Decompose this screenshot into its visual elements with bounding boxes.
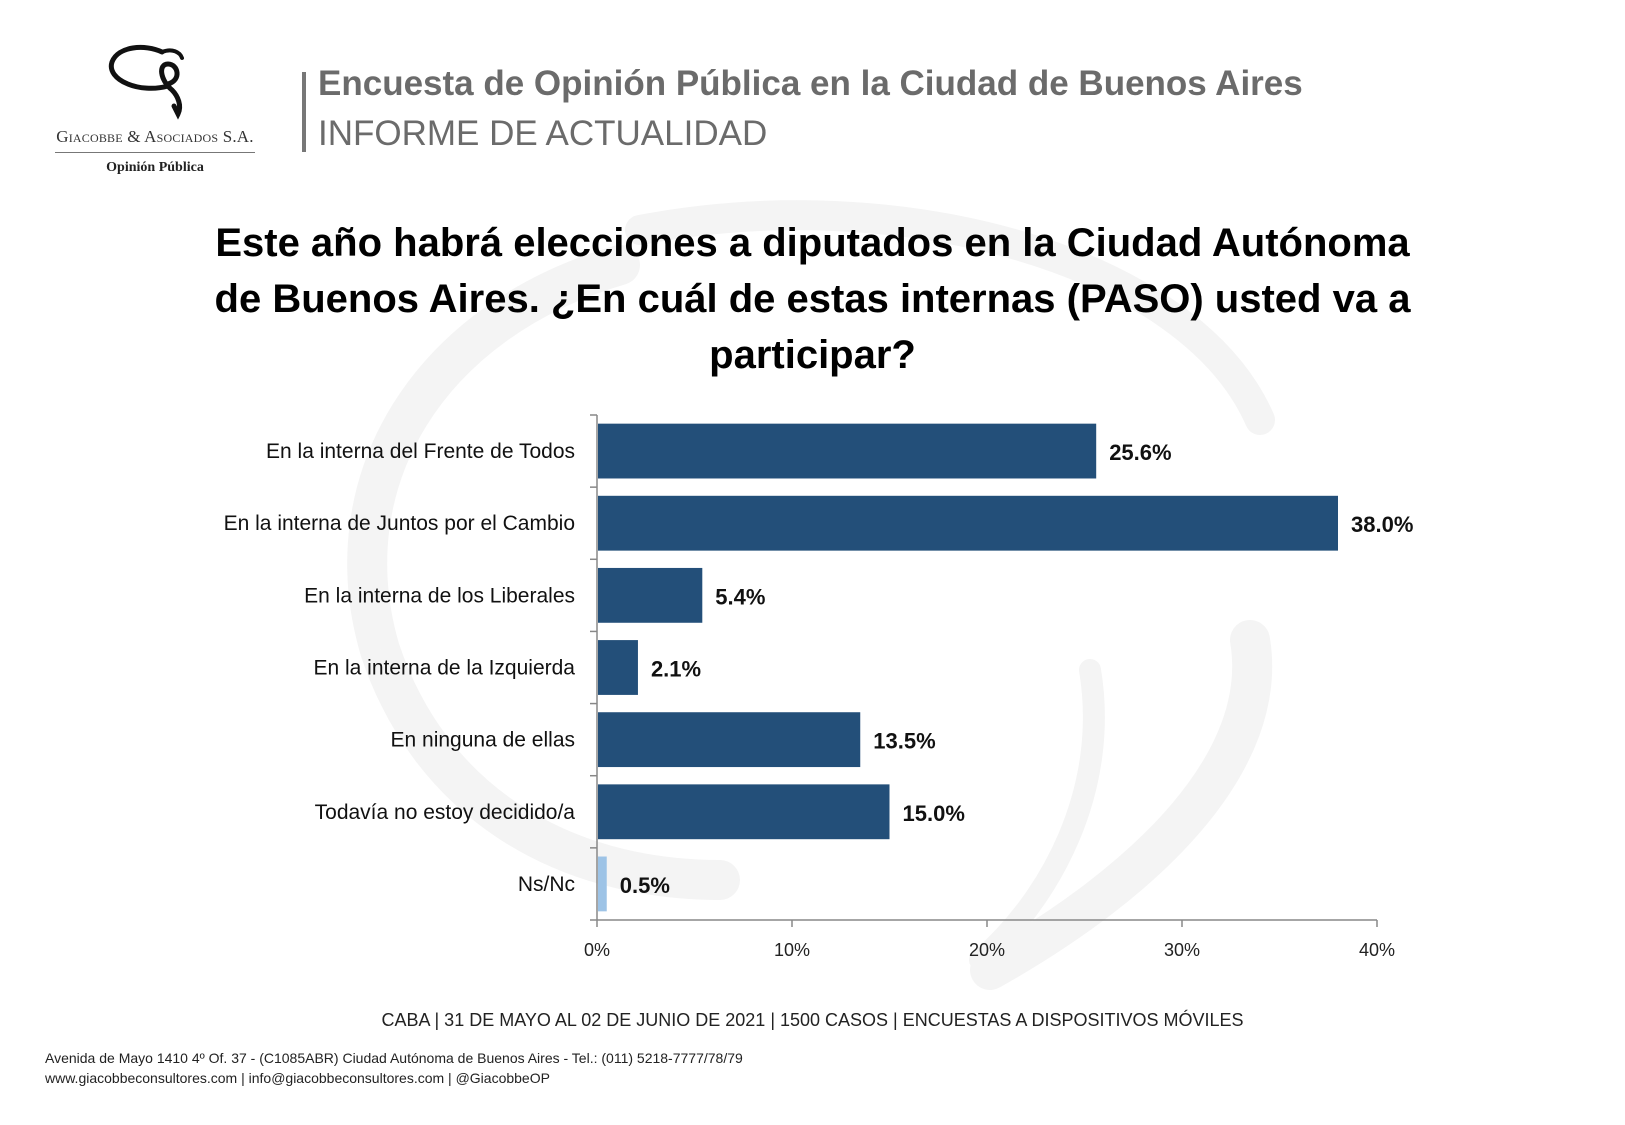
data-label: 25.6%	[1109, 440, 1171, 465]
x-tick-label: 10%	[774, 940, 810, 960]
bar	[598, 495, 1338, 551]
logo-divider	[55, 152, 255, 153]
bar	[598, 640, 638, 695]
logo-mark-icon	[108, 44, 184, 120]
bar-chart: 0% 10% 20% 30% 40% En la interna del Frente d…	[224, 414, 1413, 960]
data-label: 15.0%	[903, 801, 965, 826]
category-label: Todavía no estoy decidido/a	[315, 801, 576, 824]
contact-line: www.giacobbeconsultores.com | info@giaco…	[45, 1070, 550, 1086]
survey-info: CABA | 31 DE MAYO AL 02 DE JUNIO DE 2021…	[381, 1010, 1244, 1030]
company-logo: Giacobbe & Asociados S.A. Opinión Públic…	[50, 40, 260, 180]
x-tick-label: 20%	[969, 940, 1005, 960]
header-divider	[302, 72, 306, 152]
company-tagline: Opinión Pública	[106, 160, 204, 175]
data-label: 0.5%	[620, 873, 670, 898]
category-label: En ninguna de ellas	[391, 729, 575, 752]
bar	[598, 856, 607, 912]
category-label: Ns/Nc	[518, 873, 575, 896]
category-label: En la interna de los Liberales	[304, 584, 575, 607]
x-tick-label: 0%	[584, 940, 610, 960]
bar	[598, 784, 890, 840]
data-label: 5.4%	[715, 584, 765, 609]
data-label: 38.0%	[1351, 512, 1413, 537]
category-label: En la interna del Frente de Todos	[266, 440, 575, 463]
bar	[598, 423, 1097, 479]
report-title: Encuesta de Opinión Pública en la Ciudad…	[318, 64, 1303, 103]
contact-block: Avenida de Mayo 1410 4º Of. 37 - (C1085A…	[45, 1048, 743, 1088]
bar	[598, 567, 703, 623]
company-name: Giacobbe & Asociados S.A.	[56, 127, 254, 146]
x-tick-label: 30%	[1164, 940, 1200, 960]
x-tick-label: 40%	[1359, 940, 1395, 960]
address-line: Avenida de Mayo 1410 4º Of. 37 - (C1085A…	[45, 1050, 743, 1066]
category-label: En la interna de Juntos por el Cambio	[224, 512, 575, 535]
data-label: 2.1%	[651, 657, 701, 682]
data-label: 13.5%	[873, 729, 935, 754]
report-subtitle: INFORME DE ACTUALIDAD	[318, 114, 768, 153]
survey-question: Este año habrá elecciones a diputados en…	[214, 221, 1411, 377]
category-label: En la interna de la Izquierda	[313, 657, 575, 680]
bar	[598, 712, 861, 768]
